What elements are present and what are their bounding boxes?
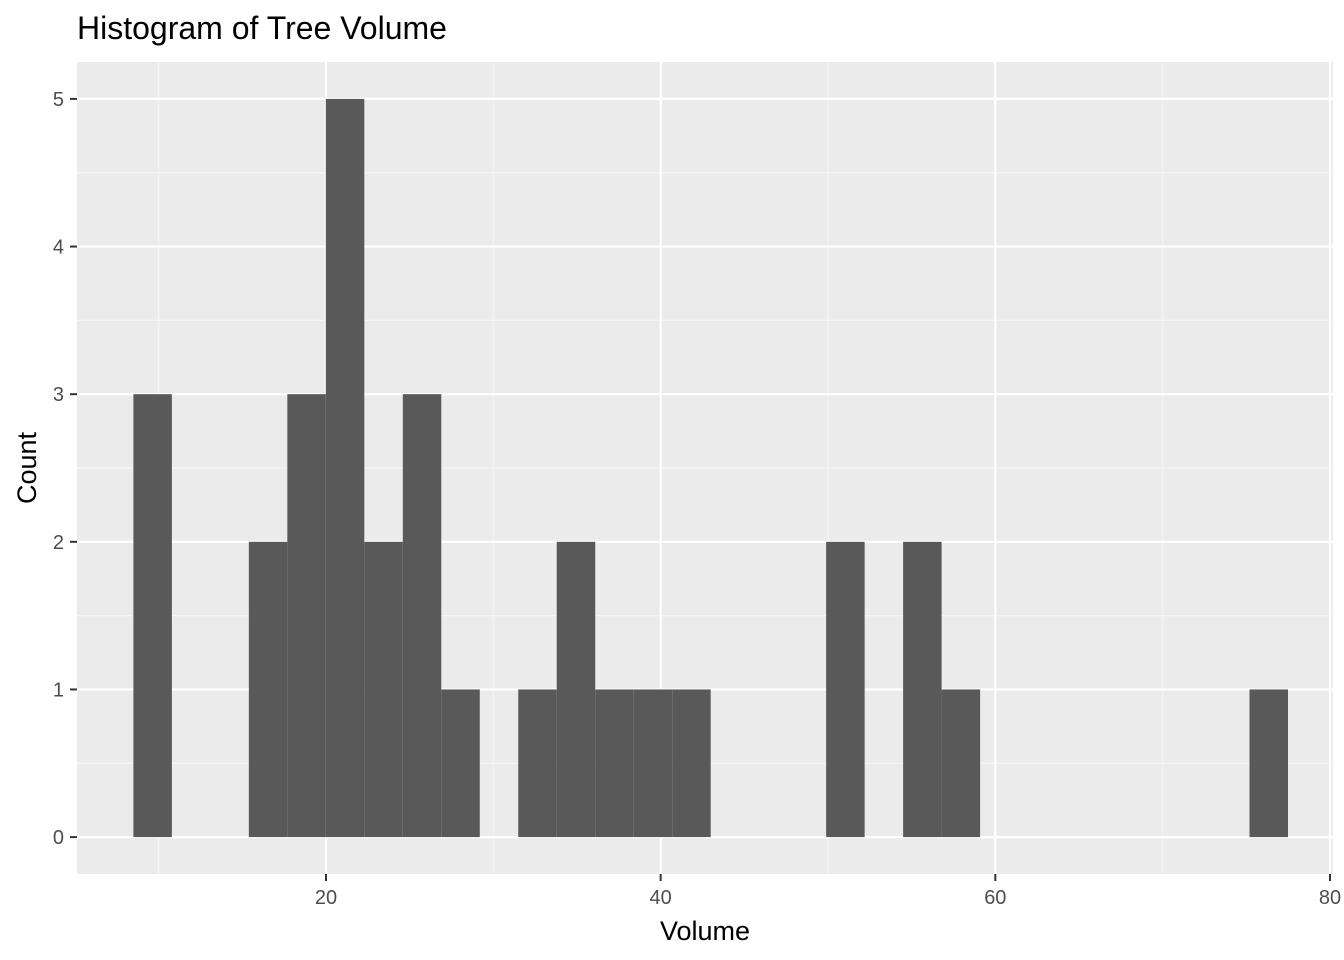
histogram-bar	[1249, 689, 1288, 838]
histogram-bar	[441, 689, 480, 838]
histogram-bar	[325, 98, 365, 838]
histogram-bar	[941, 689, 981, 838]
histogram-bar	[248, 541, 288, 838]
y-axis-title: Count	[12, 431, 42, 504]
histogram-bar	[556, 541, 596, 838]
y-axis: 0 1 2 3 4 5	[53, 89, 77, 849]
x-tick-label: 80	[1319, 887, 1341, 909]
histogram-bar	[595, 689, 634, 838]
histogram-bar	[672, 689, 711, 838]
x-axis-title: Volume	[660, 916, 750, 946]
histogram-bar	[287, 394, 326, 838]
x-tick-label: 60	[984, 887, 1006, 909]
y-tick-label: 3	[53, 384, 64, 406]
histogram-bar	[402, 394, 442, 838]
x-tick-label: 40	[650, 887, 672, 909]
histogram-bar	[518, 689, 557, 838]
chart-title: Histogram of Tree Volume	[77, 10, 447, 46]
x-axis: 20 40 60 80	[315, 874, 1341, 909]
histogram-bar	[826, 541, 865, 838]
histogram-bar	[364, 541, 403, 838]
y-tick-label: 1	[53, 679, 64, 701]
histogram-bar	[133, 394, 172, 838]
histogram-bar	[633, 689, 673, 838]
histogram-bars	[133, 98, 1288, 838]
y-tick-label: 2	[53, 532, 64, 554]
x-tick-label: 20	[315, 887, 337, 909]
y-tick-label: 0	[53, 827, 64, 849]
y-tick-label: 4	[53, 237, 64, 259]
histogram-bar	[903, 541, 942, 838]
y-tick-label: 5	[53, 89, 64, 111]
